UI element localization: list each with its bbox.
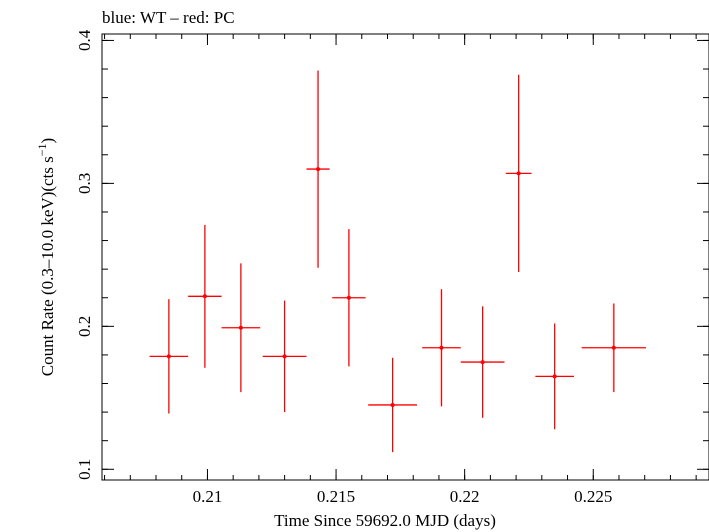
plot-frame: [101, 33, 709, 481]
y-tick-label: 0.2: [75, 316, 94, 337]
axis-ticks: [102, 34, 709, 480]
data-point: [480, 360, 485, 365]
data-point: [390, 402, 395, 407]
data-point: [439, 345, 444, 350]
y-axis-label-end: ): [38, 138, 57, 144]
data-point: [202, 294, 207, 299]
x-tick-label: 0.21: [193, 487, 223, 506]
data-point: [346, 295, 351, 300]
x-tick-label: 0.225: [574, 487, 612, 506]
data-points: [149, 70, 646, 453]
data-point: [316, 167, 321, 172]
x-axis-label: Time Since 59692.0 MJD (days): [274, 511, 496, 530]
data-point: [238, 325, 243, 330]
y-tick-label: 0.1: [75, 459, 94, 480]
x-tick-label: 0.215: [317, 487, 355, 506]
data-point: [516, 171, 521, 176]
y-axis-label: Count Rate (0.3–10.0 keV)(cts s−1): [35, 138, 57, 376]
data-point: [282, 354, 287, 359]
tick-labels: 0.21 0.215 0.22 0.225 0.1 0.2 0.3 0.4: [75, 29, 612, 506]
data-point: [166, 354, 171, 359]
y-axis-label-main: Count Rate (0.3–10.0 keV)(cts s: [38, 156, 57, 376]
y-tick-label: 0.4: [75, 29, 94, 51]
y-tick-label: 0.3: [75, 173, 94, 194]
x-tick-label: 0.22: [450, 487, 480, 506]
data-point: [611, 345, 616, 350]
data-point: [552, 374, 557, 379]
chart-title: blue: WT – red: PC: [102, 8, 235, 27]
y-axis-label-superscript: −1: [35, 143, 49, 156]
